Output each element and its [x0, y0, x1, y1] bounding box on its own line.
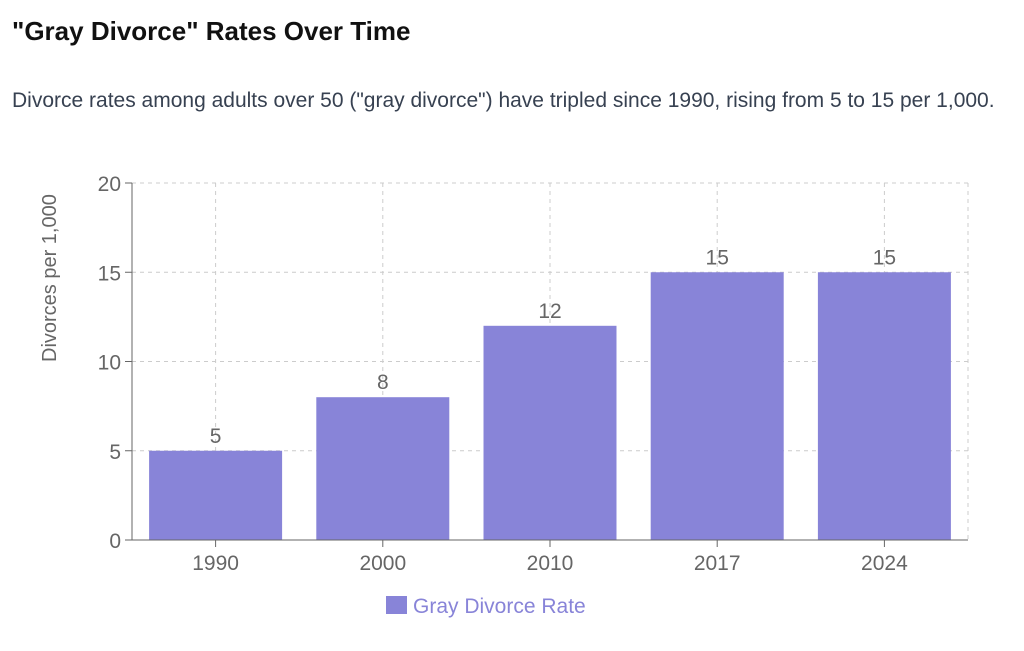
y-tick-label: 0 — [109, 530, 121, 553]
bar-2010[interactable] — [483, 325, 617, 540]
legend-swatch — [386, 596, 407, 614]
x-tick-label: 1990 — [192, 552, 239, 575]
x-tick-label: 2010 — [527, 552, 574, 575]
y-tick-label: 20 — [98, 173, 121, 196]
y-tick-label: 5 — [109, 441, 121, 464]
bar-value-label: 8 — [377, 371, 389, 394]
x-tick-label: 2000 — [359, 552, 406, 575]
legend-label: Gray Divorce Rate — [413, 595, 586, 618]
bar-value-label: 15 — [706, 246, 729, 269]
data-labels: 5 8 12 15 15 — [210, 246, 896, 448]
bar-2000[interactable] — [316, 397, 450, 540]
bar-value-label: 5 — [210, 425, 222, 448]
bar-1990[interactable] — [149, 450, 283, 540]
bar-2024[interactable] — [817, 272, 951, 540]
chart-subtitle: Divorce rates among adults over 50 ("gra… — [12, 89, 995, 112]
legend[interactable]: Gray Divorce Rate — [386, 595, 586, 618]
bar-value-label: 15 — [873, 246, 896, 269]
x-tick-label: 2017 — [694, 552, 741, 575]
axes: 0 5 10 15 20 1990 2000 2010 2017 2024 — [98, 173, 968, 575]
y-tick-label: 15 — [98, 262, 121, 285]
bar-value-label: 12 — [538, 300, 561, 323]
x-tick-label: 2024 — [861, 552, 908, 575]
bar-2017[interactable] — [650, 272, 784, 540]
bars — [149, 272, 951, 540]
y-tick-label: 10 — [98, 352, 121, 375]
y-axis-label: Divorces per 1,000 — [39, 194, 61, 362]
chart-title: "Gray Divorce" Rates Over Time — [12, 16, 411, 46]
